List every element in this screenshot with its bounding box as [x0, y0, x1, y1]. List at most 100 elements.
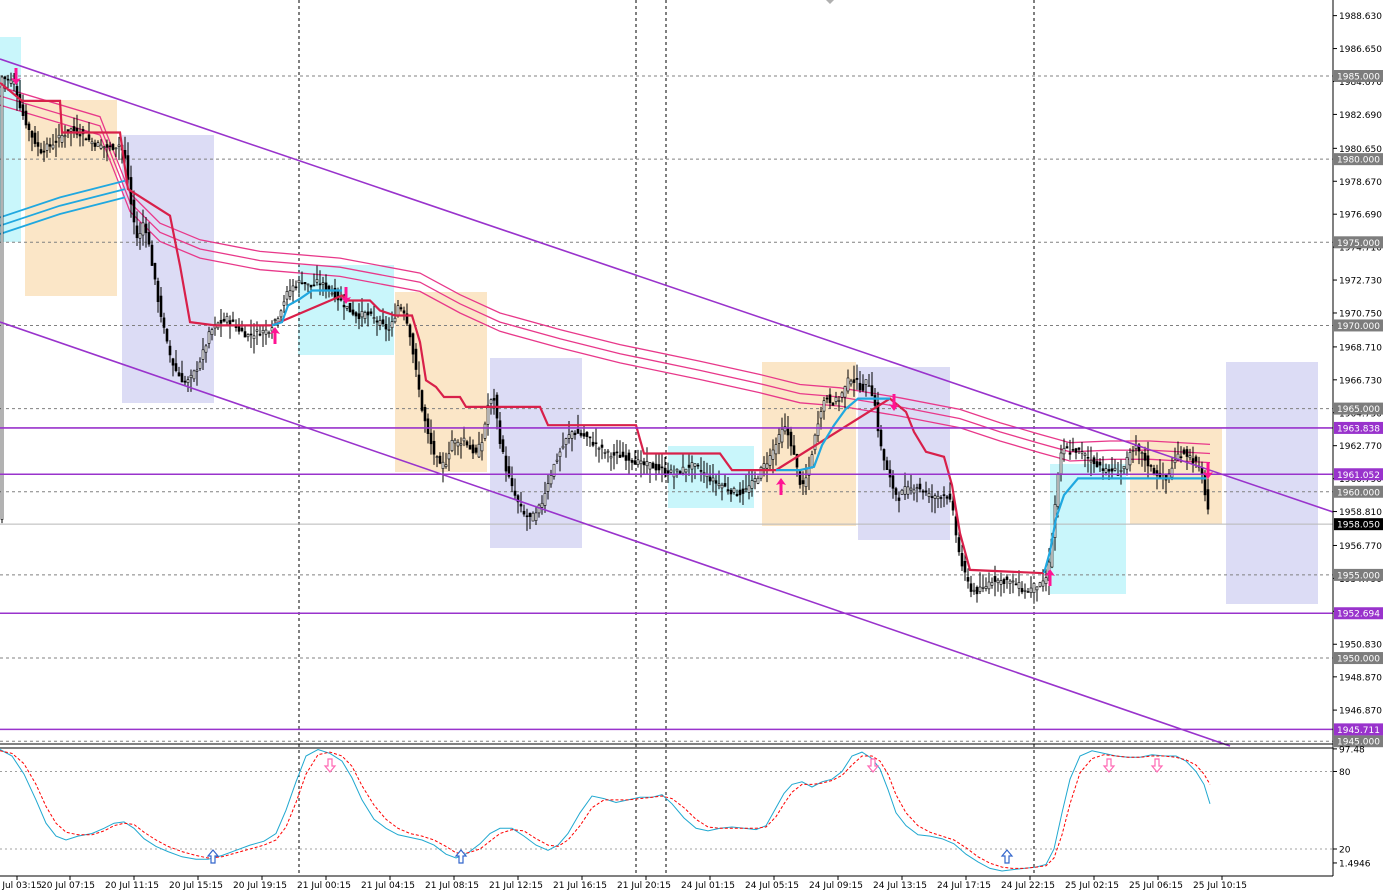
oscillator-tick-label: 1.4946 [1339, 859, 1371, 869]
candle-body [588, 436, 592, 439]
candle-body [456, 441, 460, 447]
candle-body [912, 489, 916, 494]
candle-body [633, 460, 637, 465]
candle-body [870, 385, 874, 397]
candle-body [549, 475, 553, 485]
candle-body [1185, 449, 1189, 457]
candle-body [78, 134, 82, 137]
current-price-tag: 1958.050 [1337, 521, 1380, 531]
candle-body [921, 490, 925, 493]
candle-body [822, 400, 826, 412]
candle-body [489, 399, 493, 404]
trailing-stop-up [271, 289, 342, 327]
candle-body [1119, 469, 1123, 472]
time-tick-label: 20 Jul 19:15 [233, 881, 287, 891]
candle-body [1035, 586, 1039, 591]
candle-body [441, 461, 445, 469]
candle-body [882, 449, 886, 461]
candle-body [945, 496, 949, 499]
candle-body [810, 454, 814, 468]
candle-body [165, 329, 169, 342]
candle-body [1143, 452, 1147, 461]
candle-body [906, 486, 910, 495]
candle-body [1155, 470, 1159, 476]
ema-blue-line [0, 179, 126, 219]
candle-body [147, 232, 151, 245]
candle-body [1080, 451, 1084, 454]
candle-body [39, 149, 43, 154]
candle-body [624, 455, 628, 461]
candle-body [699, 470, 703, 472]
stochastic-oscillator [0, 748, 1211, 872]
candle-body [1206, 489, 1210, 510]
candle-body [855, 377, 859, 380]
time-tick-label: 21 Jul 00:15 [297, 881, 351, 891]
candle-body [6, 78, 10, 81]
candle-body [1032, 583, 1036, 593]
round-level-tag: 1970.000 [1337, 322, 1380, 332]
candle-body [246, 334, 250, 338]
candle-body [582, 433, 586, 437]
candle-body [513, 490, 517, 496]
candle-body [576, 429, 580, 434]
sell-arrow-icon [341, 287, 351, 304]
candle-body [57, 134, 61, 139]
sell-arrow-icon [889, 394, 899, 411]
level-tag: 1952.694 [1337, 610, 1380, 620]
stochastic-signal-line [0, 750, 1211, 869]
candle-body [948, 493, 952, 500]
candle-body [930, 496, 934, 498]
candle-body [843, 386, 847, 398]
candle-body [639, 460, 643, 465]
zone-box [122, 135, 214, 403]
candle-body [1170, 467, 1174, 478]
candle-body [1059, 452, 1063, 475]
candle-body [804, 477, 808, 488]
candle-body [186, 379, 190, 383]
trailing-stop-up [1042, 477, 1206, 574]
candle-body [315, 279, 319, 283]
buy-arrow-icon [270, 327, 280, 344]
candle-body [111, 144, 115, 150]
candle-body [348, 302, 352, 313]
level-tag-bg [1334, 723, 1383, 736]
candle-body [795, 454, 799, 468]
round-level-tag: 1955.000 [1337, 571, 1380, 581]
candle-body [375, 320, 379, 323]
candle-body [462, 437, 466, 442]
oscillator-tick-label: 20 [1339, 846, 1351, 856]
candle-body [801, 480, 805, 485]
candle-body [69, 128, 73, 132]
trailing-stop-line [0, 81, 1206, 575]
candle-body [681, 466, 685, 474]
time-tick-label: 24 Jul 01:15 [681, 881, 735, 891]
price-tick-label: 1974.710 [1339, 244, 1382, 254]
candle-body [903, 486, 907, 495]
candle-body [747, 485, 751, 493]
price-tick-label: 1968.710 [1339, 343, 1382, 353]
candle-body [858, 382, 862, 391]
candle-body [978, 586, 982, 592]
sell-arrow-icon [1203, 462, 1213, 479]
candle-body [534, 512, 538, 521]
candle-body [1113, 467, 1117, 471]
price-tick-label: 1970.750 [1339, 309, 1382, 319]
candle-body [195, 369, 199, 372]
zone-box [1226, 362, 1318, 604]
candle-body [21, 104, 25, 116]
candle-body [987, 581, 991, 590]
candle-body [285, 291, 289, 300]
candle-body [819, 411, 823, 419]
candle-body [27, 123, 31, 131]
candle-body [363, 312, 367, 319]
candle-body [828, 394, 832, 404]
candle-body [543, 493, 547, 506]
candle-body [90, 141, 94, 145]
candle-body [1005, 576, 1009, 580]
price-tick-label: 1958.810 [1339, 508, 1382, 518]
candle-body [1134, 445, 1138, 449]
channel-lower-line [0, 321, 1231, 747]
candle-body [438, 455, 442, 464]
candle-body [99, 144, 103, 149]
